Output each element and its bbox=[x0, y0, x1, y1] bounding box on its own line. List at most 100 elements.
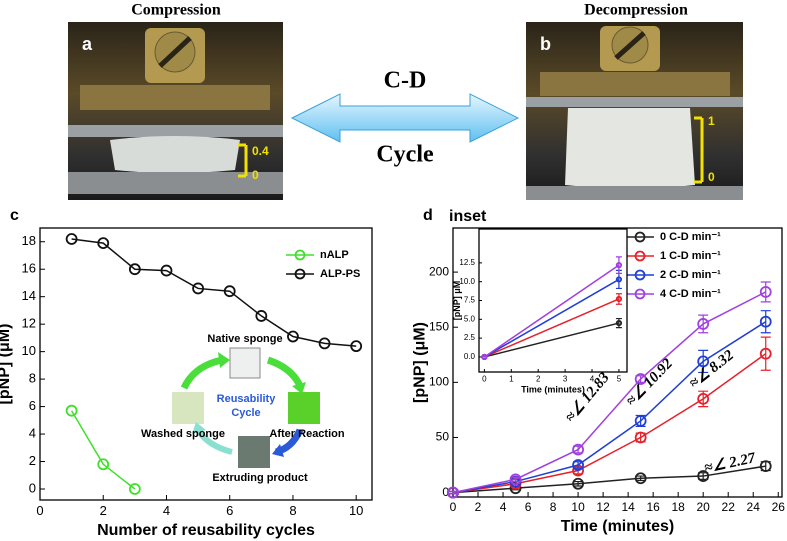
y-tick-label: 18 bbox=[22, 233, 36, 248]
data-point bbox=[615, 319, 623, 327]
y-tick-label: 4 bbox=[29, 425, 36, 440]
data-point bbox=[697, 355, 710, 368]
data-point bbox=[65, 233, 78, 245]
x-tick-label: 4 bbox=[163, 503, 170, 518]
series-line bbox=[71, 238, 357, 347]
slope-annotation: ≈∠ 2.27 bbox=[703, 450, 757, 476]
data-point bbox=[318, 337, 331, 350]
error-bar bbox=[760, 281, 771, 303]
series-line bbox=[452, 321, 767, 494]
x-tick-label: 0 bbox=[36, 503, 43, 518]
x-tick-label: 26 bbox=[772, 500, 786, 514]
data-point bbox=[759, 460, 772, 473]
series-line bbox=[484, 298, 620, 358]
x-axis-label: Time (minutes) bbox=[561, 518, 675, 535]
y-tick-label: 50 bbox=[436, 430, 450, 444]
slope-annotation: ≈∠ 12.83 bbox=[562, 369, 613, 425]
x-tick-label: 10 bbox=[349, 503, 363, 518]
y-tick-label: 150 bbox=[429, 319, 449, 333]
data-point bbox=[97, 237, 110, 250]
series-line bbox=[483, 264, 620, 358]
x-axis-label: Time (minutes) bbox=[521, 384, 585, 394]
series-line bbox=[452, 291, 767, 494]
data-point bbox=[255, 310, 268, 322]
x-tick-label: 12 bbox=[596, 500, 610, 514]
legend-swatch bbox=[634, 231, 646, 243]
data-point bbox=[128, 263, 141, 276]
arrow-label: Cycle bbox=[376, 142, 434, 168]
x-tick-label: 6 bbox=[226, 503, 233, 518]
y-tick-label: 5.0 bbox=[464, 314, 476, 323]
scale-label: 0 bbox=[708, 170, 715, 184]
x-tick-label: 1 bbox=[509, 374, 514, 383]
data-point bbox=[634, 431, 647, 444]
scale-label: 0.4 bbox=[252, 144, 269, 158]
data-point bbox=[509, 473, 522, 486]
legend-label: 0 C-D min⁻¹ bbox=[660, 231, 721, 243]
y-tick-label: 0 bbox=[29, 480, 36, 495]
x-tick-label: 4 bbox=[500, 500, 507, 514]
x-tick-label: 16 bbox=[646, 500, 660, 514]
data-point bbox=[615, 262, 623, 269]
x-tick-label: 0 bbox=[482, 374, 487, 383]
x-tick-label: 4 bbox=[590, 374, 595, 383]
photo-title: Compression bbox=[131, 2, 221, 19]
y-tick-label: 6 bbox=[29, 398, 36, 413]
plot-frame bbox=[39, 227, 373, 501]
series-line bbox=[452, 353, 767, 494]
y-tick-label: 12 bbox=[22, 316, 36, 331]
x-tick-label: 20 bbox=[697, 500, 711, 514]
y-tick-label: 2.5 bbox=[464, 333, 476, 342]
x-tick-label: 14 bbox=[621, 500, 635, 514]
data-point bbox=[192, 282, 204, 295]
x-tick-label: 0 bbox=[450, 500, 457, 514]
arrow-label: C-D bbox=[384, 68, 427, 94]
x-tick-label: 2 bbox=[475, 500, 482, 514]
y-tick-label: 8 bbox=[29, 371, 36, 386]
scale-label: 0 bbox=[252, 168, 259, 182]
legend-swatch bbox=[294, 268, 306, 280]
photo-title: Decompression bbox=[584, 2, 688, 19]
cycle-label: Native sponge bbox=[207, 333, 282, 345]
data-point bbox=[65, 404, 78, 417]
data-point bbox=[287, 330, 299, 343]
data-point bbox=[572, 443, 584, 456]
error-bar bbox=[448, 490, 458, 495]
legend-swatch bbox=[634, 269, 646, 281]
x-tick-label: 8 bbox=[289, 503, 296, 518]
x-tick-label: 5 bbox=[617, 374, 622, 383]
cycle-label: Washed sponge bbox=[141, 428, 225, 440]
data-point bbox=[697, 392, 710, 405]
y-axis-label: [pNP] μM bbox=[452, 281, 462, 321]
legend-label: 1 C-D min⁻¹ bbox=[660, 250, 721, 262]
legend-swatch bbox=[294, 249, 306, 261]
x-tick-label: 6 bbox=[525, 500, 532, 514]
y-tick-label: 10 bbox=[22, 343, 36, 358]
y-tick-label: 10.0 bbox=[459, 277, 475, 286]
plot-frame bbox=[478, 228, 628, 373]
x-tick-label: 2 bbox=[536, 374, 541, 383]
data-point bbox=[572, 477, 584, 490]
error-bar bbox=[573, 480, 584, 487]
x-tick-label: 2 bbox=[100, 503, 107, 518]
x-tick-label: 8 bbox=[550, 500, 557, 514]
x-tick-label: 18 bbox=[671, 500, 685, 514]
y-tick-label: 12.5 bbox=[459, 258, 475, 267]
error-bar bbox=[615, 256, 622, 275]
legend-label: nALP bbox=[320, 249, 349, 261]
cycle-label: Extruding product bbox=[212, 472, 308, 484]
data-point bbox=[615, 276, 623, 283]
cycle-diagram bbox=[172, 347, 320, 468]
data-point bbox=[697, 318, 710, 330]
legend-label: 2 C-D min⁻¹ bbox=[660, 269, 721, 281]
series-line bbox=[452, 465, 766, 494]
data-point bbox=[572, 459, 584, 471]
x-tick-label: 22 bbox=[722, 500, 736, 514]
data-point bbox=[759, 286, 772, 298]
data-point bbox=[759, 347, 772, 360]
data-point bbox=[160, 264, 173, 277]
data-point bbox=[634, 472, 647, 485]
x-tick-label: 3 bbox=[563, 374, 568, 383]
y-tick-label: 14 bbox=[22, 288, 36, 303]
